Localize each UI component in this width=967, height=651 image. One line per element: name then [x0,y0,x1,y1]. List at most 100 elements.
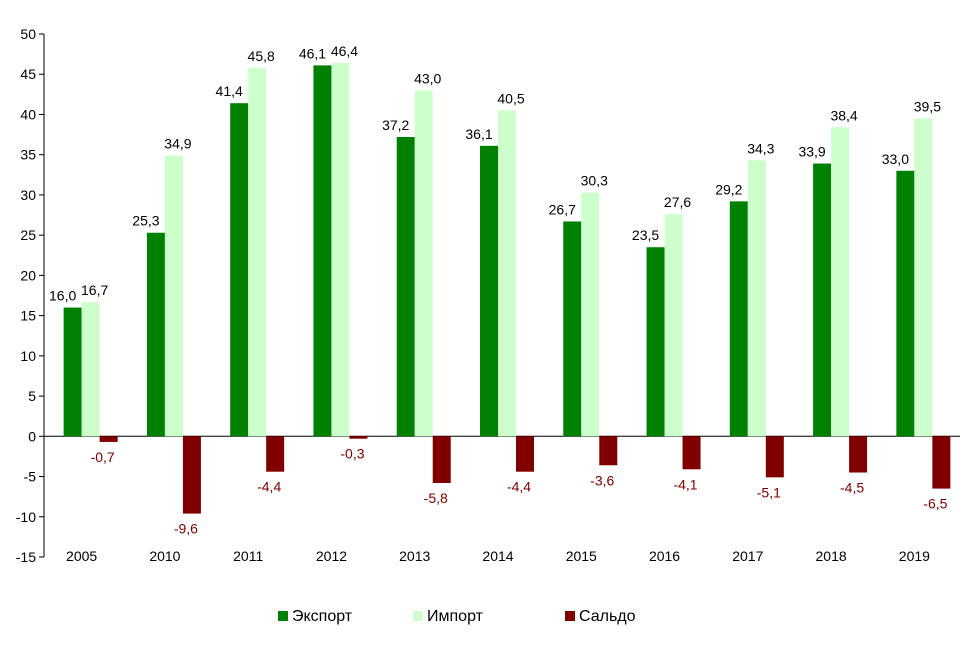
bar-balance [932,436,951,489]
data-label: -4,5 [840,480,864,496]
bar-export [230,103,249,437]
y-tick-label: 15 [20,308,36,324]
bar-balance [349,436,368,439]
bars [63,62,951,514]
data-label: 27,6 [664,194,691,210]
data-label: -4,4 [257,479,281,495]
bar-export [63,307,82,437]
y-tick-label: -5 [24,469,37,485]
bar-import [581,192,600,437]
x-tick-label: 2016 [649,548,680,564]
data-label: -9,6 [174,521,198,537]
bar-import [914,118,933,437]
bar-export [396,136,415,437]
x-tick-label: 2012 [316,548,347,564]
legend: Экспорт Импорт Сальдо [278,608,636,625]
bar-import [747,160,766,437]
x-tick-label: 2011 [233,548,263,564]
bar-import [498,110,516,437]
bar-import [664,214,683,437]
x-tick-label: 2005 [66,548,97,564]
y-tick-label: 5 [28,388,36,404]
data-label: 40,5 [497,90,524,106]
bar-export [729,201,748,437]
data-label: 45,8 [248,48,275,64]
bar-balance [99,436,118,442]
y-tick-label: 45 [20,66,36,82]
data-label: 34,3 [747,140,774,156]
legend-swatch [565,611,575,621]
data-label: 26,7 [549,201,576,217]
data-label: -0,7 [91,449,115,465]
x-tick-label: 2017 [732,548,763,564]
data-label: 39,5 [914,98,941,114]
y-tick-label: 25 [20,227,36,243]
data-label: 37,2 [382,117,409,133]
bar-balance [266,436,285,472]
bar-balance [516,436,534,472]
legend-label: Импорт [427,608,484,625]
bar-export [313,65,332,437]
data-labels: 16,0 25,3 41,4 46,1 37,2 36,1 26,7 23,5 29,2 33,9… [49,43,948,537]
bar-import [248,67,267,437]
bar-export [813,163,832,437]
bar-export [646,247,665,437]
bar-export [896,170,915,437]
bar-balance [849,436,868,473]
data-label: 34,9 [164,135,191,151]
y-tick-label: 10 [20,348,36,364]
bar-import [164,155,183,437]
x-tick-label: 2018 [816,548,847,564]
bar-balance [432,436,451,483]
bar-import [331,62,350,437]
bar-export [480,145,498,437]
y-tick-label: 50 [20,26,36,42]
data-label: -5,1 [757,484,781,500]
x-axis-ticks: 2005 2010 2011 2012 2013 2014 2015 2016 2017 2018… [66,548,930,564]
y-tick-label: 40 [20,106,36,122]
data-label: -4,1 [673,476,697,492]
y-tick-label: -15 [16,549,36,565]
bar-import [831,127,850,437]
data-label: 16,7 [81,282,108,298]
x-tick-label: 2014 [482,548,513,564]
legend-label: Экспорт [292,608,353,625]
data-label: 25,3 [132,213,159,229]
data-label: 41,4 [216,83,243,99]
bar-export [146,232,165,437]
data-label: -0,3 [340,446,364,462]
bar-import [81,301,100,437]
data-label: -4,4 [507,479,531,495]
data-label: 23,5 [632,227,659,243]
data-label: 33,0 [882,151,909,167]
legend-swatch [278,611,288,621]
y-tick-label: -10 [16,509,36,525]
bar-export [563,221,582,437]
y-tick-label: 20 [20,267,36,283]
legend-label: Сальдо [579,608,636,625]
bar-balance [599,436,618,466]
data-label: 43,0 [414,70,441,86]
x-tick-label: 2015 [566,548,597,564]
data-label: -3,6 [590,472,614,488]
bar-import [414,90,433,437]
x-tick-label: 2019 [899,548,930,564]
y-tick-label: 35 [20,147,36,163]
legend-swatch [413,611,423,621]
data-label: 38,4 [830,107,857,123]
data-label: 30,3 [581,173,608,189]
data-label: 33,9 [798,144,825,160]
data-label: -5,8 [424,490,448,506]
data-label: -6,5 [923,496,947,512]
bar-balance [182,436,201,514]
data-label: 36,1 [465,126,492,142]
data-label: 29,2 [715,181,742,197]
data-label: 46,1 [299,45,326,61]
bar-balance [682,436,701,470]
x-tick-label: 2010 [149,548,180,564]
x-tick-label: 2013 [399,548,430,564]
y-tick-label: 30 [20,187,36,203]
